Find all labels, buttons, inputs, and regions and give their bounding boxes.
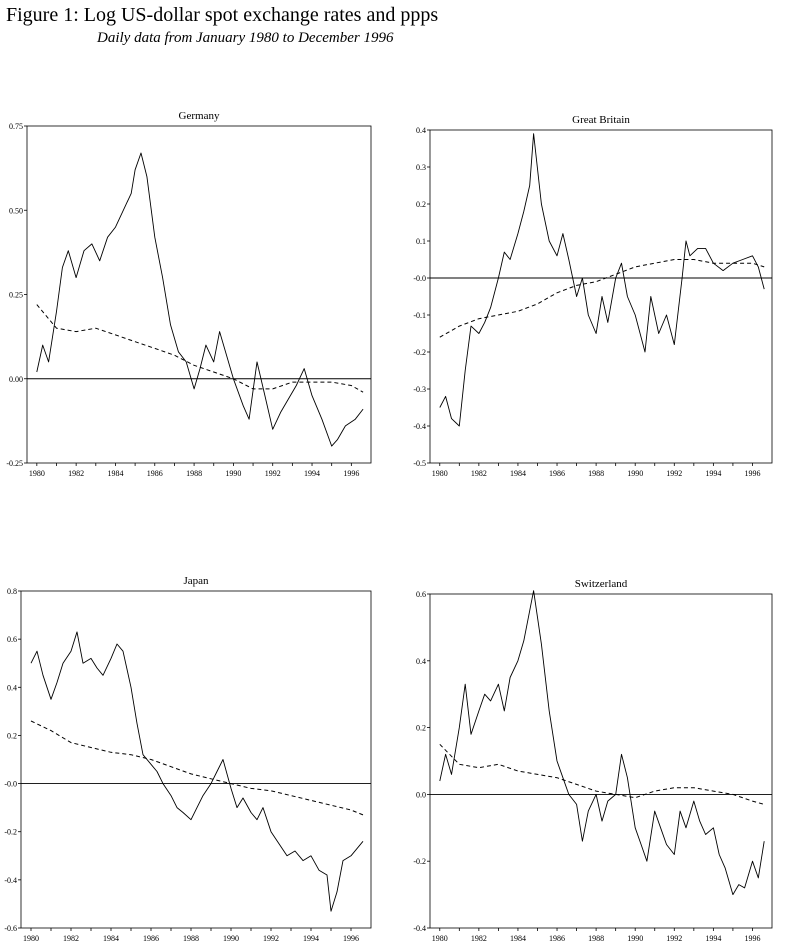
chart-4-title: Switzerland (575, 578, 628, 590)
chart-2: Great Britain 0.4 0.3 0.2 0.1 -0.0 -0.1 -0.2 -0.… (413, 114, 773, 478)
chart-1-ytick-label: 0.00 (9, 375, 23, 384)
chart-4-ytick-label: 0.2 (416, 724, 426, 733)
chart-1: Germany 0.75 0.50 0.25 0.00 -0.25 1980 1982 1984… (6, 110, 372, 478)
chart-1-xtick-label: 1988 (186, 469, 202, 478)
chart-4-ppp-line (439, 743, 765, 805)
figure-title: Figure 1: Log US-dollar spot exchange ra… (6, 4, 439, 26)
chart-1-xtick-label: 1992 (265, 469, 281, 478)
chart-2-xtick-label: 1992 (666, 469, 682, 478)
chart-3-xtick-label: 1986 (143, 934, 159, 943)
chart-3-ytick-label: 0.6 (7, 635, 17, 644)
chart-3-xtick-label: 1982 (63, 934, 79, 943)
chart-4-xtick-label: 1992 (666, 934, 682, 943)
chart-1-title: Germany (179, 110, 220, 122)
chart-3-ytick-label: 0.4 (7, 683, 17, 692)
chart-3-xtick-label: 1996 (343, 934, 359, 943)
chart-3-xtick-label: 1990 (223, 934, 239, 943)
chart-2-xtick-label: 1996 (744, 469, 760, 478)
chart-1-xtick-label: 1994 (304, 469, 320, 478)
chart-4-xtick-label: 1984 (510, 934, 526, 943)
chart-1-ytick-label: -0.25 (6, 459, 23, 468)
chart-3-ytick-label: 0.8 (7, 587, 17, 596)
chart-3-ppp-line (30, 720, 364, 816)
chart-2-xtick-label: 1982 (471, 469, 487, 478)
chart-1-xtick-label: 1980 (29, 469, 45, 478)
chart-3-ytick-label: 0.2 (7, 731, 17, 740)
chart-3: Japan 0.8 0.6 0.4 0.2 -0.0 -0.2 -0.4 -0.6 1980 198… (4, 575, 372, 943)
chart-2-xtick-label: 1986 (549, 469, 565, 478)
chart-3-xtick-label: 1980 (23, 934, 39, 943)
chart-2-spot-rate-line (439, 133, 765, 427)
chart-4-xtick-label: 1982 (471, 934, 487, 943)
chart-2-xtick-label: 1984 (510, 469, 526, 478)
chart-1-ytick-label: 0.25 (9, 291, 23, 300)
chart-2-xtick-label: 1990 (627, 469, 643, 478)
chart-4-xtick-label: 1990 (627, 934, 643, 943)
chart-4-ytick-label: -0.2 (413, 857, 426, 866)
chart-4-ytick-label: 0.0 (416, 790, 426, 799)
chart-1-ytick-label: 0.50 (9, 206, 23, 215)
chart-3-title: Japan (183, 575, 209, 587)
chart-2-xtick-label: 1980 (432, 469, 448, 478)
chart-4-spot-rate-line (439, 590, 765, 896)
chart-3-xtick-label: 1994 (303, 934, 319, 943)
chart-3-ytick-label: -0.2 (4, 828, 17, 837)
chart-3-xtick-label: 1988 (183, 934, 199, 943)
chart-1-xtick-label: 1996 (343, 469, 359, 478)
chart-2-ytick-label: -0.4 (413, 422, 426, 431)
chart-3-ytick-label: -0.0 (4, 780, 17, 789)
chart-2-frame (429, 129, 773, 464)
figure-subtitle: Daily data from January 1980 to December… (97, 30, 394, 46)
chart-2-ytick-label: 0.4 (416, 126, 426, 135)
chart-4-ytick-label: 0.6 (416, 590, 426, 599)
chart-1-ytick-label: 0.75 (9, 122, 23, 131)
chart-2-xtick-label: 1988 (588, 469, 604, 478)
chart-2-ytick-label: -0.1 (413, 311, 426, 320)
chart-1-ppp-line (36, 304, 364, 393)
chart-1-xtick-label: 1990 (225, 469, 241, 478)
chart-4-xtick-label: 1996 (744, 934, 760, 943)
chart-2-ytick-label: -0.2 (413, 348, 426, 357)
chart-3-frame (20, 590, 372, 929)
chart-4-xtick-label: 1988 (588, 934, 604, 943)
chart-4-xtick-label: 1994 (705, 934, 721, 943)
chart-1-xtick-label: 1984 (107, 469, 123, 478)
chart-4: Switzerland 0.6 0.4 0.2 0.0 -0.2 -0.4 1980 1982 1… (413, 578, 773, 943)
chart-1-xtick-label: 1986 (147, 469, 163, 478)
chart-1-xtick-label: 1982 (68, 469, 84, 478)
chart-4-frame (429, 593, 773, 929)
chart-2-xtick-label: 1994 (705, 469, 721, 478)
chart-4-ytick-label: 0.4 (416, 657, 426, 666)
chart-4-ytick-label: -0.4 (413, 924, 426, 933)
chart-2-ytick-label: 0.3 (416, 163, 426, 172)
chart-2-ppp-line (439, 259, 765, 338)
chart-2-ytick-label: -0.0 (413, 274, 426, 283)
chart-4-xtick-label: 1986 (549, 934, 565, 943)
chart-3-ytick-label: -0.6 (4, 924, 17, 933)
chart-1-spot-rate-line (36, 152, 364, 447)
chart-2-ytick-label: -0.3 (413, 385, 426, 394)
chart-3-xtick-label: 1984 (103, 934, 119, 943)
chart-2-ytick-label: 0.1 (416, 237, 426, 246)
chart-3-xtick-label: 1992 (263, 934, 279, 943)
chart-2-title: Great Britain (572, 114, 630, 126)
chart-2-ytick-label: 0.2 (416, 200, 426, 209)
chart-3-spot-rate-line (30, 631, 364, 912)
chart-3-ytick-label: -0.4 (4, 876, 17, 885)
chart-4-xtick-label: 1980 (432, 934, 448, 943)
chart-2-ytick-label: -0.5 (413, 459, 426, 468)
